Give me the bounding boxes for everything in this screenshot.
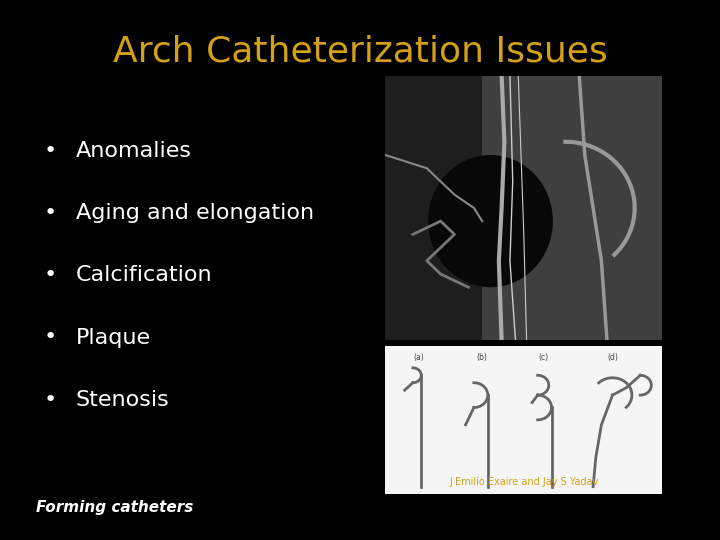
Text: Calcification: Calcification <box>76 265 212 286</box>
Text: Plaque: Plaque <box>76 327 150 348</box>
Text: (d): (d) <box>607 353 618 362</box>
Text: (a): (a) <box>413 353 424 362</box>
Text: Arch Catheterization Issues: Arch Catheterization Issues <box>112 35 608 68</box>
Bar <box>385 76 482 340</box>
Text: •: • <box>43 327 56 348</box>
Text: •: • <box>43 141 56 161</box>
Text: J Emilio Exaire and Jay S Yadav: J Emilio Exaire and Jay S Yadav <box>449 477 598 487</box>
Text: Aging and elongation: Aging and elongation <box>76 203 314 224</box>
Text: Stenosis: Stenosis <box>76 389 169 410</box>
Text: (b): (b) <box>477 353 487 362</box>
Text: •: • <box>43 203 56 224</box>
Text: Anomalies: Anomalies <box>76 141 192 161</box>
Text: Forming catheters: Forming catheters <box>36 500 194 515</box>
Text: •: • <box>43 389 56 410</box>
Ellipse shape <box>428 155 553 287</box>
Text: (c): (c) <box>538 353 548 362</box>
Text: •: • <box>43 265 56 286</box>
